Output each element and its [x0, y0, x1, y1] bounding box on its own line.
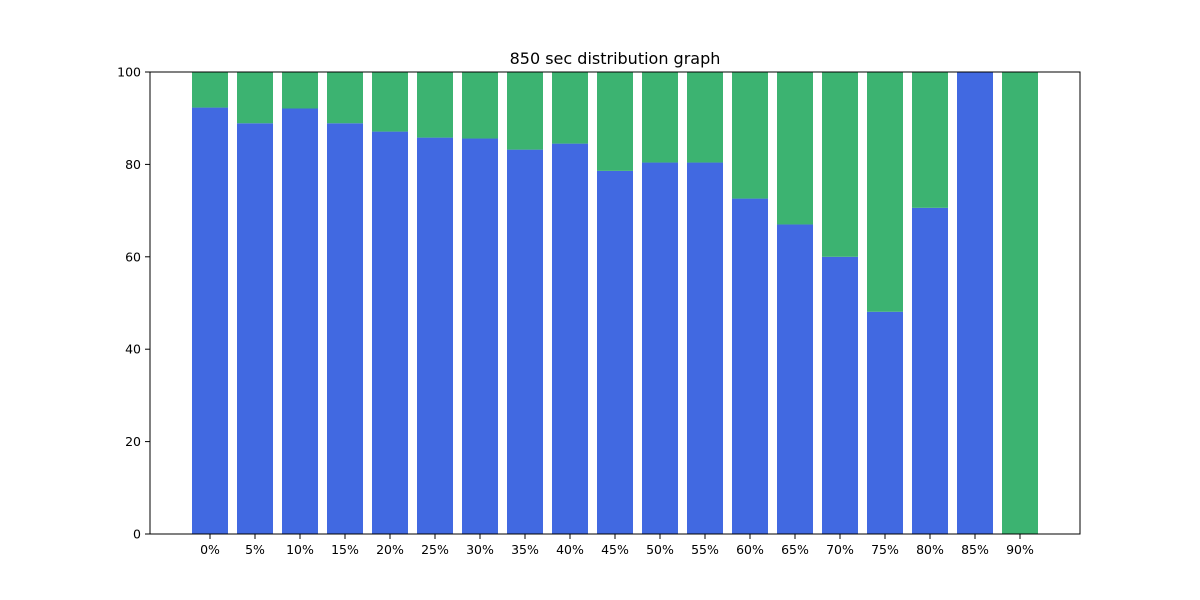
bar-segment-1-8 [552, 143, 588, 535]
bar-segment-1-10 [642, 162, 678, 534]
x-tick-label: 50% [646, 542, 674, 557]
x-tick-label: 60% [736, 542, 764, 557]
bar-segment-1-15 [867, 311, 903, 534]
bar-segment-2-5 [417, 72, 453, 138]
bar-segment-2-18 [1002, 72, 1038, 534]
x-tick-label: 80% [916, 542, 944, 557]
bar-segment-1-5 [417, 137, 453, 534]
bar-segment-1-14 [822, 256, 858, 534]
bar-segment-2-9 [597, 72, 633, 171]
bar-segment-2-11 [687, 72, 723, 163]
y-tick-label: 0 [133, 527, 141, 542]
plot-frame [149, 71, 1081, 535]
x-axis: 0% 5% 10% 15% 20% 25% 30% 35% 40% 45% 50% 55% 60% 65%… [200, 534, 1034, 557]
bar-segment-1-3 [327, 123, 363, 535]
y-tick-label: 100 [117, 65, 141, 80]
bar-segment-2-0 [192, 72, 228, 108]
x-tick-label: 75% [871, 542, 899, 557]
x-tick-label: 5% [245, 542, 265, 557]
bar-segment-1-2 [282, 108, 318, 535]
x-tick-label: 30% [466, 542, 494, 557]
bar-segment-1-4 [372, 131, 408, 534]
bar-segment-2-14 [822, 72, 858, 257]
y-tick-label: 40 [125, 342, 141, 357]
x-tick-label: 55% [691, 542, 719, 557]
bar-segment-1-17 [957, 72, 993, 534]
bar-segment-1-0 [192, 107, 228, 534]
x-tick-label: 0% [200, 542, 220, 557]
x-tick-label: 85% [961, 542, 989, 557]
bar-segment-2-12 [732, 72, 768, 199]
bar-segment-1-9 [597, 170, 633, 535]
x-tick-label: 45% [601, 542, 629, 557]
bar-segment-1-1 [237, 123, 273, 535]
y-tick-label: 20 [125, 434, 141, 449]
y-axis: 0 20 40 60 80 100 [117, 65, 150, 542]
bar-segment-2-2 [282, 72, 318, 109]
bar-segment-2-10 [642, 72, 678, 163]
bar-segment-1-6 [462, 138, 498, 534]
y-tick-label: 60 [125, 249, 141, 264]
bar-segment-2-13 [777, 72, 813, 225]
bar-segment-1-11 [687, 162, 723, 534]
bar-segment-1-16 [912, 207, 948, 534]
x-tick-label: 10% [286, 542, 314, 557]
bar-segment-2-16 [912, 72, 948, 208]
bar-segment-1-12 [732, 198, 768, 534]
bar-segment-2-4 [372, 72, 408, 132]
x-tick-label: 15% [331, 542, 359, 557]
x-tick-label: 70% [826, 542, 854, 557]
x-tick-label: 40% [556, 542, 584, 557]
bar-segment-2-15 [867, 72, 903, 312]
bar-segment-2-3 [327, 72, 363, 124]
bar-segment-1-13 [777, 224, 813, 534]
x-tick-label: 20% [376, 542, 404, 557]
bar-segment-2-6 [462, 72, 498, 139]
x-tick-label: 65% [781, 542, 809, 557]
chart-title: 850 sec distribution graph [510, 49, 721, 68]
bar-segment-2-7 [507, 72, 543, 150]
x-tick-label: 35% [511, 542, 539, 557]
bar-segment-2-8 [552, 72, 588, 144]
bar-segment-2-1 [237, 72, 273, 124]
x-tick-label: 25% [421, 542, 449, 557]
bar-segment-1-7 [507, 149, 543, 534]
bars-group [192, 72, 1038, 535]
y-tick-label: 80 [125, 157, 141, 172]
x-tick-label: 90% [1006, 542, 1034, 557]
